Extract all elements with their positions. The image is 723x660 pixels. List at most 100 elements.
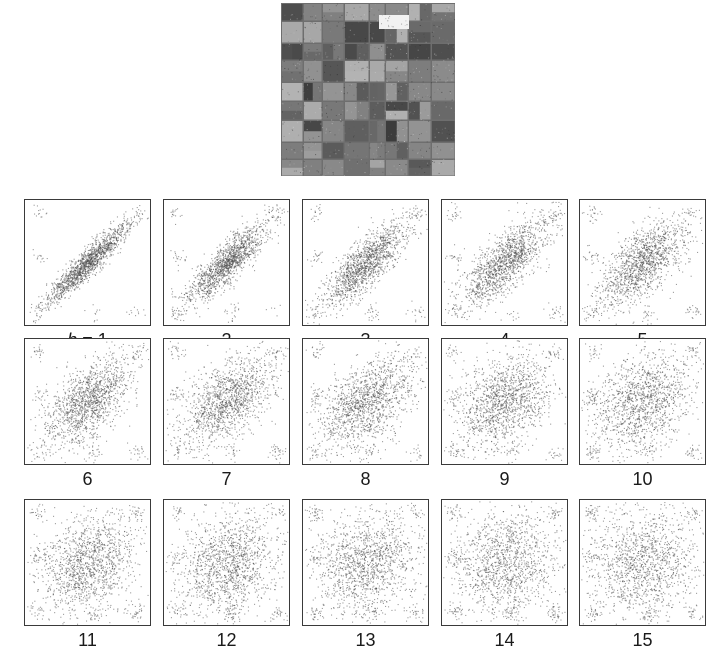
scatter-point [70, 281, 72, 283]
scatter-point [113, 220, 115, 222]
scatter-point [233, 258, 235, 260]
scatter-point [228, 272, 230, 274]
scatter-point [110, 229, 112, 231]
scatter-point [380, 248, 382, 250]
scatter-point [116, 240, 118, 242]
scatter-point [117, 236, 119, 238]
scatter-point [223, 252, 225, 254]
scatter-point [223, 256, 225, 258]
scatter-point [228, 277, 230, 279]
scatter-point [331, 276, 333, 278]
scatter-point [508, 279, 510, 281]
scatter-point [321, 294, 323, 296]
scatter-point [233, 315, 235, 317]
scatter-point [83, 270, 85, 272]
scatter-point [60, 293, 62, 295]
scatter-point [115, 243, 117, 245]
scatter-point [79, 271, 81, 273]
scatter-point [333, 305, 335, 307]
scatter-point [227, 256, 229, 258]
scatter-point [146, 218, 148, 220]
scatter-point [216, 284, 218, 286]
scatter-point [366, 259, 368, 261]
scatter-point [339, 267, 341, 269]
scatter-point [64, 282, 66, 284]
scatter-point [374, 263, 376, 265]
scatter-point [133, 215, 135, 217]
scatter-point [490, 251, 492, 253]
scatter-point [78, 267, 80, 269]
scatter-point [522, 254, 524, 256]
scatter-point [357, 304, 359, 306]
scatter-point [236, 262, 238, 264]
scatter-point [364, 268, 366, 270]
scatter-point [71, 277, 73, 279]
scatter-point [57, 289, 59, 291]
scatter-point [339, 294, 341, 296]
scatter-point [250, 229, 252, 231]
scatter-point [220, 248, 222, 250]
scatter-point [95, 249, 97, 251]
scatter-point [371, 267, 373, 269]
scatter-point [348, 289, 350, 291]
scatter-point [497, 272, 499, 274]
scatter-point [500, 269, 502, 271]
scatter-point [228, 263, 230, 265]
scatter-point [366, 288, 368, 290]
scatter-point [74, 289, 76, 291]
scatter-point [66, 287, 68, 289]
scatter-point [84, 255, 86, 257]
scatter-point [243, 261, 245, 263]
scatter-point [365, 248, 367, 250]
scatter-point [77, 280, 79, 282]
scatter-point [70, 277, 72, 279]
scatter-point [136, 222, 138, 224]
scatter-point [257, 233, 259, 235]
scatter-point [339, 309, 341, 311]
scatter-point [110, 244, 112, 246]
scatter-point [310, 307, 312, 309]
scatter-point [200, 285, 202, 287]
scatter-point [91, 259, 93, 261]
scatter-point [498, 273, 500, 275]
scatter-point [365, 255, 367, 257]
scatter-point [524, 254, 526, 256]
scatter-point [413, 232, 415, 234]
scatter-point [171, 216, 173, 218]
scatter-point [254, 246, 256, 248]
scatter-point [363, 264, 365, 266]
scatter-point [331, 299, 333, 301]
scatter-point [228, 259, 230, 261]
scatter-point [513, 258, 515, 260]
scatter-point [98, 258, 100, 260]
scatter-point [87, 262, 89, 264]
scatter-point [87, 253, 89, 255]
scatter-point [60, 288, 62, 290]
scatter-point [321, 261, 323, 263]
scatter-point [261, 242, 263, 244]
scatter-point [346, 265, 348, 267]
scatter-point [230, 267, 232, 269]
scatter-point [343, 294, 345, 296]
scatter-point [223, 259, 225, 261]
scatter-point [344, 264, 346, 266]
scatter-point [245, 236, 247, 238]
scatter-point [504, 284, 506, 286]
scatter-point [340, 281, 342, 283]
scatter-point [187, 296, 189, 298]
scatter-point [190, 299, 192, 301]
scatter-point [74, 273, 76, 275]
scatter-point [364, 279, 366, 281]
scatter-point [351, 296, 353, 298]
scatter-point [386, 242, 388, 244]
scatter-point [200, 264, 202, 266]
scatter-point [77, 278, 79, 280]
scatter-point [485, 287, 487, 289]
scatter-point [213, 263, 215, 265]
scatter-point [113, 243, 115, 245]
scatter-point [528, 260, 530, 262]
scatter-point [363, 256, 365, 258]
scatter-point [366, 254, 368, 256]
scatter-point [420, 209, 422, 211]
scatter-point [238, 250, 240, 252]
